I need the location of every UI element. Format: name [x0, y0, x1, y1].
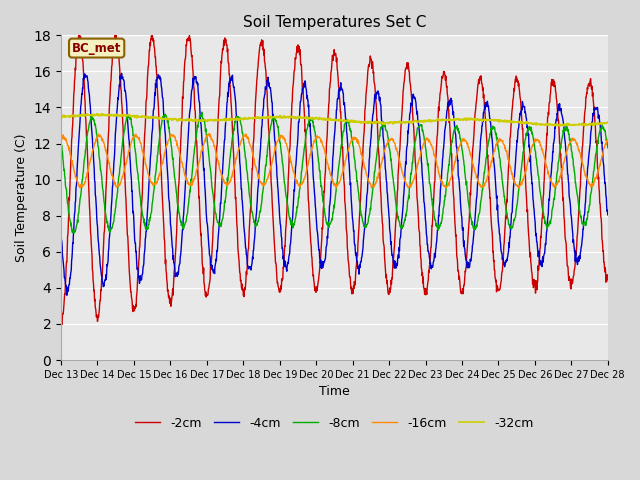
-8cm — [100, 196, 108, 202]
-32cm — [604, 119, 612, 125]
-16cm — [301, 175, 308, 181]
-32cm — [556, 123, 564, 129]
-16cm — [205, 131, 213, 136]
-4cm — [63, 292, 70, 298]
-4cm — [369, 111, 377, 117]
-16cm — [57, 134, 65, 140]
Title: Soil Temperatures Set C: Soil Temperatures Set C — [243, 15, 426, 30]
-2cm — [99, 247, 107, 253]
Line: -2cm: -2cm — [61, 33, 608, 325]
Line: -4cm: -4cm — [61, 73, 608, 295]
Y-axis label: Soil Temperature (C): Soil Temperature (C) — [15, 133, 28, 262]
Text: BC_met: BC_met — [72, 42, 122, 55]
-16cm — [122, 162, 129, 168]
-8cm — [290, 221, 298, 227]
-8cm — [198, 109, 205, 115]
-32cm — [100, 112, 108, 118]
-8cm — [311, 128, 319, 134]
-4cm — [604, 212, 612, 218]
-32cm — [310, 116, 318, 122]
-16cm — [310, 138, 318, 144]
-8cm — [70, 230, 78, 236]
-16cm — [289, 169, 297, 175]
-4cm — [118, 71, 125, 76]
-16cm — [369, 182, 376, 188]
-32cm — [93, 111, 101, 117]
-2cm — [289, 81, 297, 86]
-8cm — [122, 118, 130, 124]
Line: -32cm: -32cm — [61, 114, 608, 126]
-8cm — [604, 145, 612, 151]
-2cm — [369, 59, 376, 64]
-2cm — [57, 323, 65, 328]
-16cm — [604, 139, 612, 144]
-4cm — [100, 282, 108, 288]
-2cm — [122, 192, 129, 197]
-32cm — [289, 114, 297, 120]
-32cm — [57, 114, 65, 120]
-4cm — [311, 194, 319, 200]
Line: -8cm: -8cm — [61, 112, 608, 233]
-4cm — [301, 78, 309, 84]
-2cm — [148, 30, 156, 36]
-32cm — [301, 115, 308, 121]
X-axis label: Time: Time — [319, 385, 350, 398]
-4cm — [57, 228, 65, 234]
-8cm — [301, 141, 309, 146]
-8cm — [57, 140, 65, 145]
-32cm — [369, 120, 376, 126]
Line: -16cm: -16cm — [61, 133, 608, 188]
-4cm — [122, 96, 130, 102]
-16cm — [99, 139, 107, 145]
-32cm — [122, 113, 130, 119]
-8cm — [369, 186, 377, 192]
Legend: -2cm, -4cm, -8cm, -16cm, -32cm: -2cm, -4cm, -8cm, -16cm, -32cm — [130, 412, 539, 435]
-16cm — [515, 185, 523, 191]
-2cm — [604, 273, 612, 278]
-4cm — [290, 195, 298, 201]
-2cm — [310, 285, 318, 291]
-2cm — [301, 116, 308, 122]
